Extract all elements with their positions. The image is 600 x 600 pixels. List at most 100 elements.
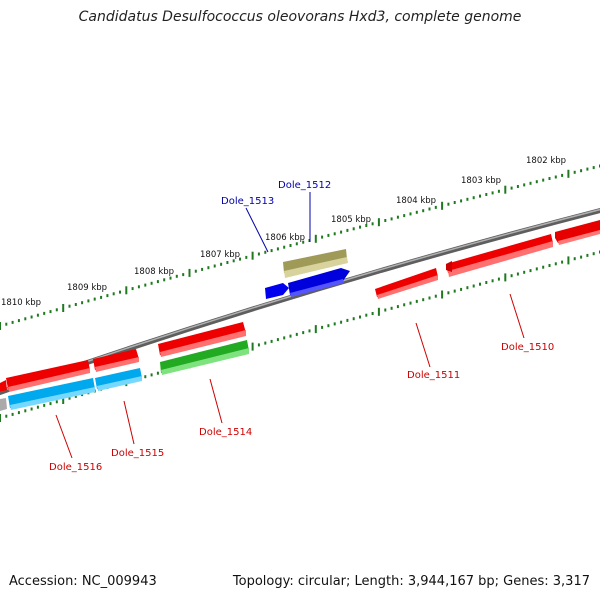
gene-label-dole-1514[interactable]: Dole_1514	[199, 427, 252, 438]
gene-dole-1514-block[interactable]	[160, 340, 249, 375]
minor-tick	[340, 230, 343, 234]
kbp-label: 1806 kbp	[265, 233, 305, 243]
minor-tick	[264, 250, 267, 254]
minor-tick	[226, 261, 229, 264]
minor-tick	[403, 214, 406, 218]
minor-tick	[257, 343, 260, 347]
minor-tick	[302, 240, 305, 244]
leader-dole-1513	[245, 207, 269, 253]
minor-tick	[276, 247, 279, 251]
minor-tick	[535, 180, 538, 184]
minor-tick	[453, 289, 456, 293]
minor-tick	[384, 308, 387, 312]
accession-label: Accession: NC_009943	[9, 574, 157, 589]
gene-label-dole-1515[interactable]: Dole_1515	[111, 448, 164, 459]
minor-tick	[428, 296, 431, 300]
minor-tick	[17, 411, 20, 415]
gene-label-dole-1516[interactable]: Dole_1516	[49, 462, 102, 473]
major-tick	[377, 307, 380, 316]
minor-tick	[535, 267, 538, 271]
minor-tick	[289, 244, 292, 247]
minor-tick	[491, 191, 494, 195]
minor-tick	[182, 273, 185, 277]
kbp-label: 1805 kbp	[331, 215, 371, 225]
major-tick	[314, 325, 317, 334]
minor-tick	[434, 205, 437, 209]
minor-tick	[422, 298, 425, 302]
page-title: Candidatus Desulfococcus oleovorans Hxd3…	[78, 9, 522, 25]
minor-tick	[472, 284, 475, 288]
minor-tick	[554, 262, 557, 266]
minor-tick	[479, 282, 481, 286]
minor-tick	[100, 295, 103, 299]
gene-dole-1516-block[interactable]	[0, 378, 95, 411]
kbp-label: 1810 kbp	[1, 298, 41, 308]
kbp-label: 1802 kbp	[526, 156, 566, 166]
minor-tick	[529, 181, 532, 185]
minor-tick	[49, 402, 52, 406]
gene-label-dole-1511[interactable]: Dole_1511	[407, 370, 460, 381]
gene-red-block[interactable]	[555, 220, 600, 245]
minor-tick	[359, 225, 361, 229]
minor-tick	[289, 334, 292, 338]
kbp-label: 1803 kbp	[461, 176, 501, 186]
minor-tick	[24, 317, 27, 321]
minor-tick	[510, 274, 513, 278]
minor-tick	[175, 274, 178, 278]
major-tick	[377, 218, 380, 227]
gene-olive-block[interactable]	[283, 249, 348, 278]
minor-tick	[106, 294, 109, 298]
minor-tick	[194, 269, 197, 273]
minor-tick	[592, 252, 595, 256]
gene-label-dole-1510[interactable]: Dole_1510	[501, 342, 554, 353]
minor-tick	[586, 167, 589, 171]
major-tick	[441, 201, 444, 210]
leader-dole-1510	[509, 293, 525, 339]
major-tick	[125, 286, 128, 295]
minor-tick	[434, 294, 437, 298]
minor-tick	[409, 212, 412, 216]
gene-label-dole-1512[interactable]: Dole_1512	[278, 180, 331, 191]
leader-dole-1511	[415, 322, 431, 368]
minor-tick	[43, 403, 46, 407]
minor-tick	[460, 199, 463, 203]
minor-tick	[542, 265, 545, 269]
minor-tick	[371, 222, 374, 226]
gene-dole-1515-block[interactable]	[95, 368, 142, 391]
gene-dole-1513-block[interactable]	[265, 283, 289, 299]
major-tick	[504, 185, 507, 194]
major-tick	[251, 251, 254, 260]
gene-dole-1512-block[interactable]	[288, 268, 350, 297]
major-tick	[188, 268, 191, 277]
minor-tick	[453, 201, 456, 204]
minor-tick	[327, 233, 330, 237]
gene-label-dole-1513[interactable]: Dole_1513	[221, 196, 274, 207]
minor-tick	[592, 166, 595, 170]
minor-tick	[523, 183, 526, 187]
minor-tick	[81, 301, 84, 305]
minor-tick	[74, 394, 77, 398]
minor-tick	[390, 306, 393, 310]
kbp-label: 1809 kbp	[67, 283, 107, 293]
minor-tick	[542, 178, 545, 182]
minor-tick	[548, 264, 551, 267]
minor-tick	[327, 324, 330, 328]
minor-tick	[516, 185, 519, 188]
gene-dole-1511-block[interactable]	[375, 268, 438, 299]
minor-tick	[213, 264, 216, 268]
gene-dole-1510-block[interactable]	[446, 234, 553, 277]
minor-tick	[497, 189, 500, 193]
gene-dole-1516-red-block[interactable]	[0, 360, 90, 392]
gene-dole-1514-red-block[interactable]	[158, 322, 246, 357]
minor-tick	[365, 313, 368, 317]
minor-tick	[276, 338, 279, 342]
minor-tick	[346, 318, 349, 322]
minor-tick	[131, 287, 134, 291]
kbp-label: 1808 kbp	[134, 267, 174, 277]
minor-tick	[321, 325, 324, 329]
minor-tick	[144, 283, 147, 287]
minor-tick	[49, 310, 52, 314]
gene-red-block-2[interactable]	[93, 349, 139, 372]
minor-tick	[156, 371, 159, 375]
